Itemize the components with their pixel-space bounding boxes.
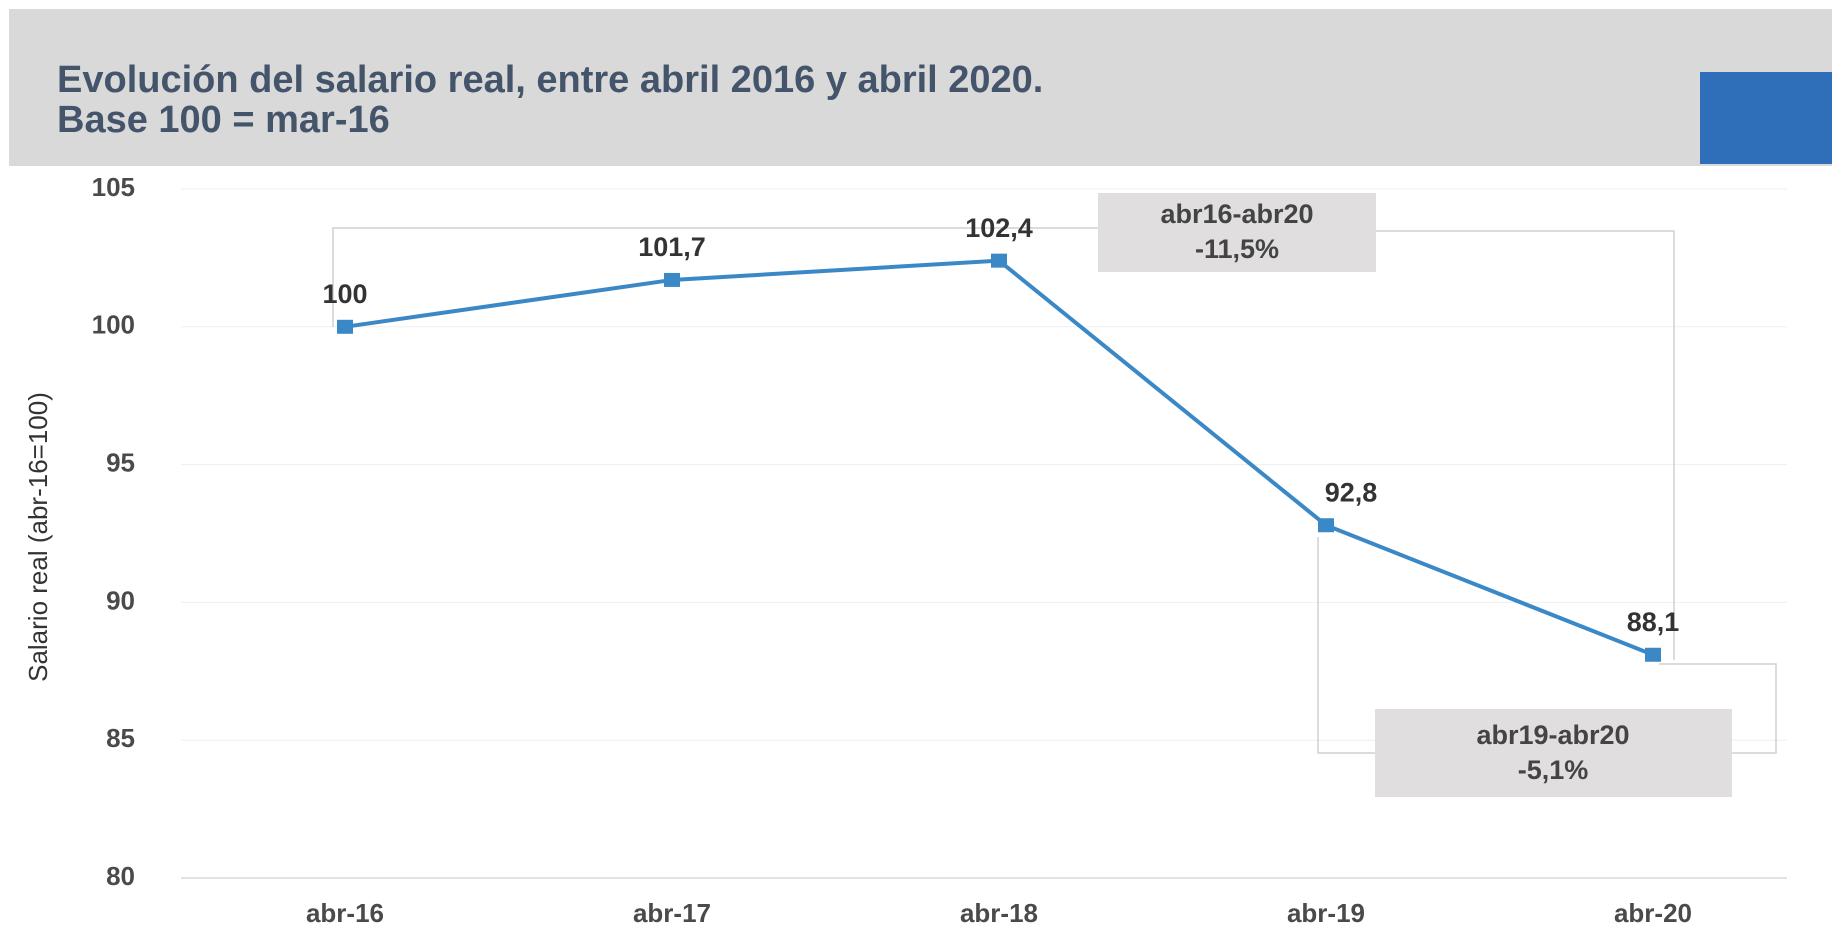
- y-tick-label: 100: [92, 310, 135, 340]
- chart-subtitle: Base 100 = mar-16: [57, 99, 390, 141]
- data-label: 101,7: [638, 232, 706, 262]
- x-tick-label: abr-20: [1614, 898, 1692, 928]
- line: [344, 258, 1654, 657]
- marker: [991, 253, 1007, 268]
- annotation-text: -11,5%: [1195, 234, 1279, 264]
- data-label: 88,1: [1627, 607, 1680, 637]
- data-label: 100: [322, 279, 367, 309]
- annotation-box: [1098, 193, 1376, 272]
- header-accent: [1700, 72, 1832, 164]
- marker: [1645, 647, 1661, 662]
- x-tick-label: abr-17: [633, 898, 711, 928]
- marker: [664, 272, 680, 287]
- annotation-box: [1375, 709, 1732, 797]
- data-label: 92,8: [1325, 477, 1378, 507]
- marker: [1318, 518, 1334, 533]
- annotation-text: abr16-abr20: [1160, 199, 1313, 229]
- data-label: 102,4: [965, 213, 1033, 243]
- y-tick-label: 85: [106, 723, 135, 753]
- y-axis-label: Salario real (abr-16=100): [23, 392, 53, 682]
- y-tick-label: 105: [92, 172, 135, 202]
- chart-title: Evolución del salario real, entre abril …: [57, 59, 1043, 101]
- annotation-text: -5,1%: [1518, 755, 1589, 785]
- y-tick-label: 95: [106, 447, 135, 477]
- x-tick-label: abr-19: [1287, 898, 1365, 928]
- brackets: [332, 227, 1777, 754]
- y-tick-label: 90: [106, 585, 135, 615]
- y-tick-label: 80: [106, 861, 135, 891]
- x-tick-label: abr-18: [960, 898, 1038, 928]
- marker: [337, 319, 353, 334]
- annotation-text: abr19-abr20: [1476, 720, 1629, 750]
- header-band: [9, 9, 1832, 166]
- x-tick-label: abr-16: [306, 898, 384, 928]
